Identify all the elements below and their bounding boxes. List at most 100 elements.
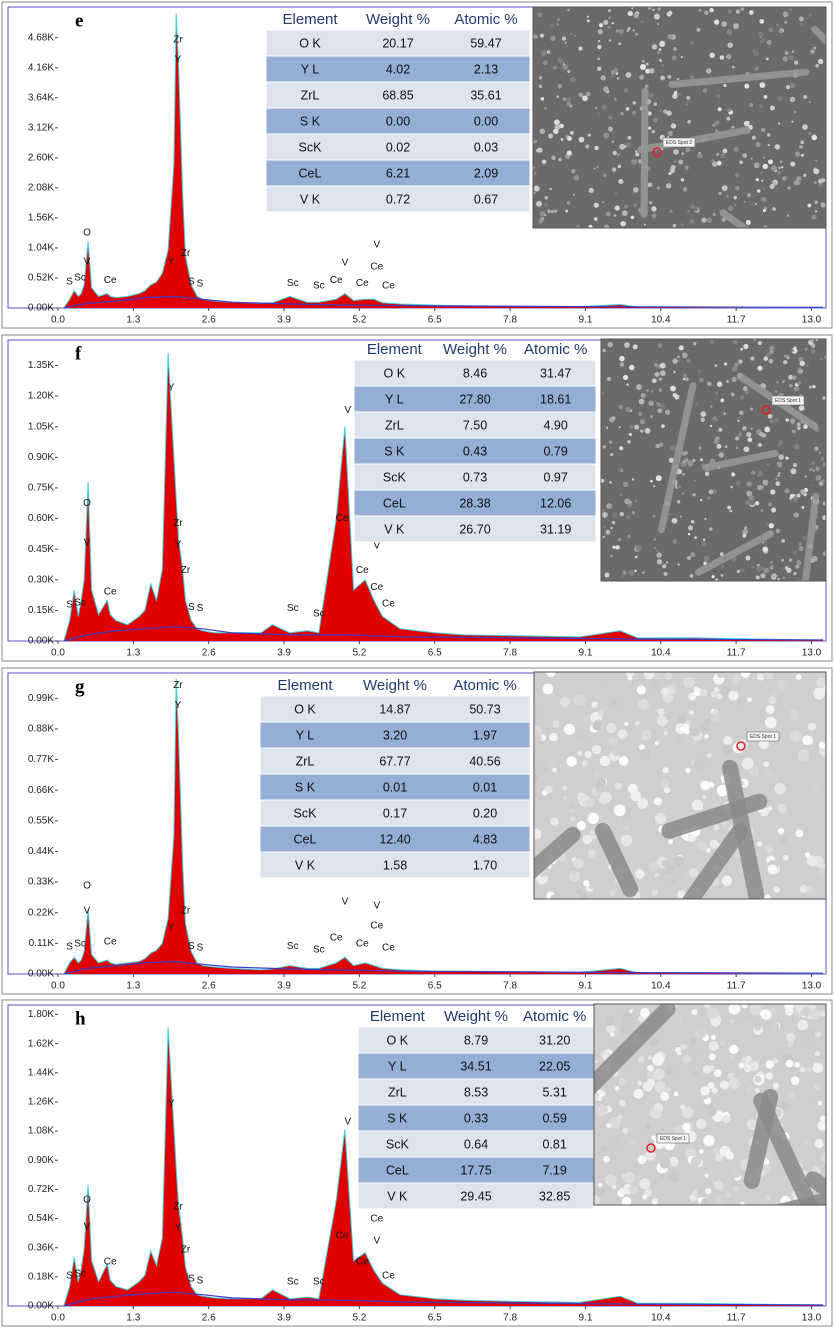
x-tick-label: 5.2 [352, 648, 366, 659]
sem-grain [734, 185, 740, 191]
table-cell: 0.33 [464, 1111, 488, 1125]
sem-grain [619, 511, 625, 517]
table-cell: 17.75 [460, 1163, 491, 1177]
sem-grain [610, 554, 613, 558]
sem-grain [712, 416, 717, 421]
sem-grain [649, 1107, 662, 1119]
x-tick-label: 1.3 [126, 648, 140, 659]
sem-grain [687, 210, 690, 213]
sem-grain [637, 698, 650, 711]
table-cell: 0.64 [464, 1137, 488, 1151]
sem-grain [798, 542, 803, 546]
background-line [63, 295, 824, 309]
sem-grain [537, 147, 543, 153]
table-cell: O K [387, 1033, 409, 1047]
sem-grain [762, 479, 769, 486]
sem-grain [654, 371, 660, 377]
sem-grain [613, 804, 626, 817]
sem-grain [578, 92, 584, 98]
sem-grain [660, 1091, 670, 1101]
sem-grain [714, 364, 718, 367]
sem-grain [603, 525, 607, 528]
sem-grain [764, 894, 771, 899]
sem-grain [618, 178, 624, 184]
sem-grain [744, 390, 750, 395]
table-cell: S K [295, 780, 316, 794]
sem-grain [651, 1198, 658, 1205]
sem-grain [777, 171, 781, 175]
sem-grain [774, 417, 779, 422]
sem-grain [639, 748, 651, 761]
sem-grain [673, 370, 676, 374]
table-cell: 8.79 [464, 1033, 488, 1047]
sem-grain [750, 157, 753, 160]
sem-grain [670, 1013, 683, 1025]
sem-grain [782, 56, 788, 62]
sem-grain [670, 168, 675, 174]
sem-rod [719, 209, 751, 228]
sem-grain [690, 204, 695, 209]
sem-grain [693, 1070, 698, 1076]
sem-grain [776, 461, 783, 467]
sem-grain [608, 417, 615, 423]
sem-grain [760, 39, 765, 44]
panel-letter: e [75, 10, 83, 31]
sem-grain [654, 741, 659, 746]
sem-grain [692, 458, 696, 463]
sem-grain [662, 767, 669, 774]
sem-grain [754, 66, 759, 71]
sem-grain [743, 343, 749, 350]
sem-grain [565, 209, 569, 213]
sem-grain [805, 885, 813, 893]
sem-grain [740, 347, 744, 351]
table-cell: 14.87 [379, 702, 410, 716]
peak-label: Zr [181, 248, 191, 259]
sem-grain [822, 685, 826, 692]
sem-grain [736, 569, 740, 574]
sem-grain [601, 478, 605, 483]
sem-grain [770, 489, 776, 495]
sem-grain [670, 385, 676, 392]
sem-grain [814, 446, 819, 451]
sem-grain [689, 1037, 697, 1045]
sem-grain [737, 415, 741, 419]
sem-grain [735, 9, 741, 14]
sem-grain [718, 427, 723, 432]
sem-grain [814, 181, 817, 184]
sem-grain [586, 19, 590, 23]
sem-grain [731, 376, 737, 382]
sem-grain [613, 214, 617, 217]
sem-grain [730, 392, 735, 397]
table-header: Weight % [366, 11, 430, 28]
table-cell: 35.61 [470, 88, 501, 102]
sem-grain [651, 213, 657, 219]
sem-grain [745, 1055, 752, 1063]
sem-grain [697, 841, 708, 852]
sem-grain [768, 358, 774, 364]
sem-grain [670, 123, 677, 129]
sem-grain [667, 33, 673, 40]
sem-grain [820, 1115, 826, 1122]
sem-grain [600, 799, 606, 805]
x-tick-label: 2.6 [202, 648, 216, 659]
sem-grain [687, 556, 691, 561]
sem-grain [632, 186, 639, 193]
sem-grain [647, 7, 652, 10]
y-tick-label: 0.36K [28, 1242, 54, 1253]
sem-grain [793, 180, 799, 186]
sem-grain [768, 696, 777, 705]
sem-grain [677, 500, 681, 504]
sem-grain [820, 202, 826, 208]
sem-grain [605, 426, 609, 429]
sem-grain [646, 389, 650, 392]
sem-grain [603, 224, 610, 228]
eds-spot-label: EDS Spot 1 [660, 1136, 686, 1142]
sem-grain [772, 1082, 779, 1089]
x-tick-label: 5.2 [352, 1313, 366, 1324]
sem-grain [562, 795, 568, 800]
sem-grain [624, 825, 629, 830]
table-row [265, 159, 531, 187]
sem-grain [704, 1173, 709, 1178]
sem-grain [585, 144, 590, 149]
sem-grain [549, 732, 558, 742]
